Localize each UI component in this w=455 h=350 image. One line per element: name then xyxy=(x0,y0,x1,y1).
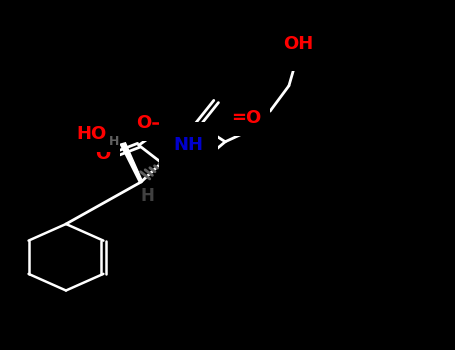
Text: O: O xyxy=(136,114,151,132)
Text: NH: NH xyxy=(174,136,204,154)
Text: H: H xyxy=(141,187,155,205)
Text: =O: =O xyxy=(231,109,261,127)
Text: HO: HO xyxy=(77,125,107,143)
Text: O: O xyxy=(95,145,111,163)
Text: OH: OH xyxy=(283,35,313,53)
Text: H: H xyxy=(109,135,120,148)
Polygon shape xyxy=(120,143,142,182)
